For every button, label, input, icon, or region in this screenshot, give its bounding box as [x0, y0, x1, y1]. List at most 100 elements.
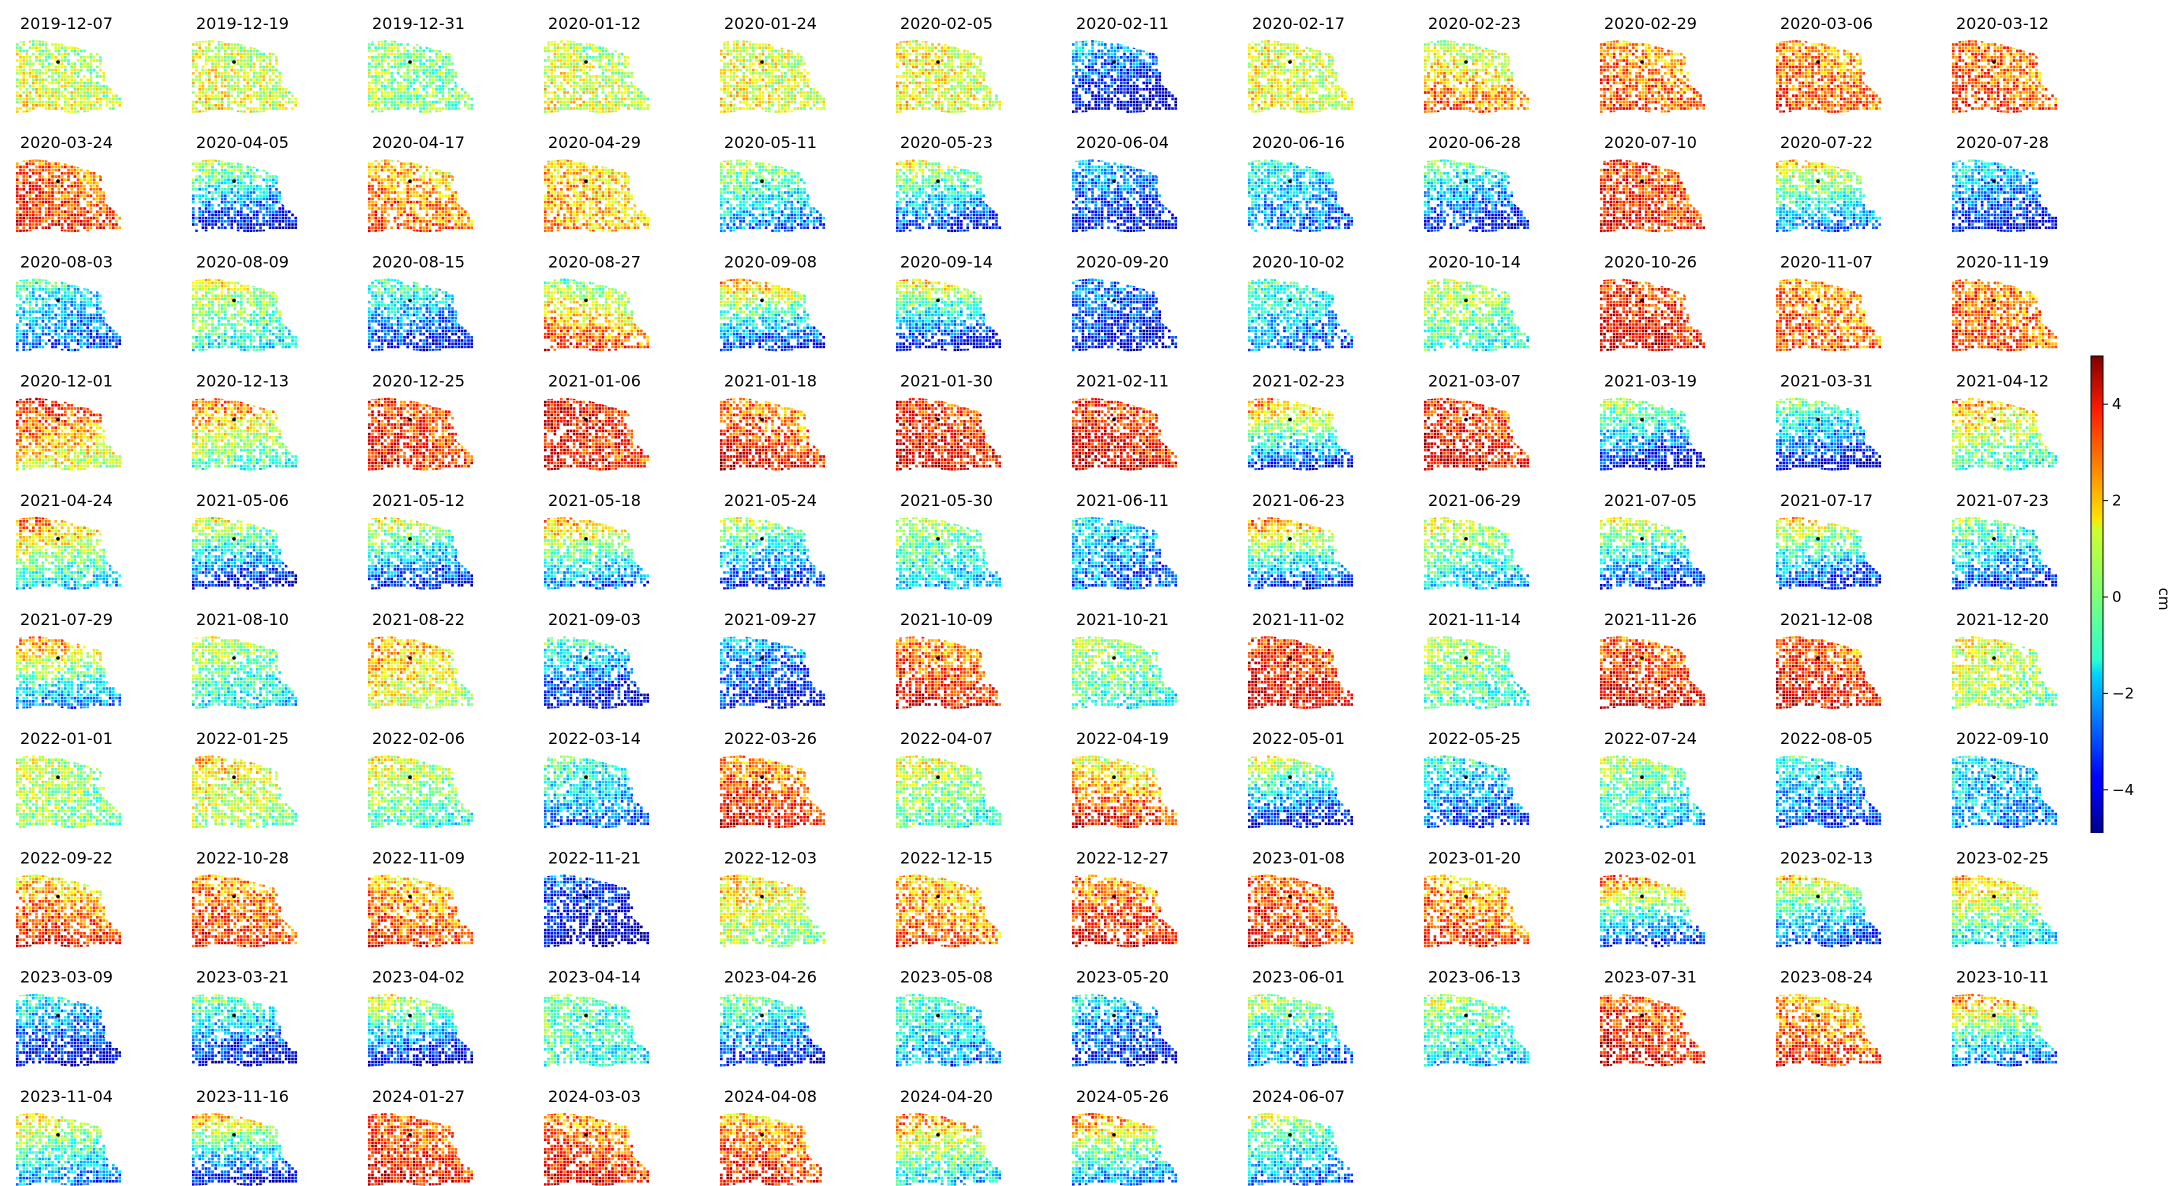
panel-2023-04-02: 2023-04-02	[368, 968, 474, 1067]
panel-title: 2019-12-07	[20, 14, 113, 33]
reference-point	[760, 1133, 764, 1137]
displacement-map	[544, 516, 650, 590]
displacement-map	[544, 40, 650, 113]
panel-title: 2021-06-29	[1428, 491, 1521, 510]
reference-point	[1992, 298, 1996, 303]
reference-point	[232, 60, 236, 64]
reference-point	[936, 179, 940, 183]
panel-title: 2020-12-25	[372, 372, 465, 391]
panel-title: 2020-12-13	[196, 372, 289, 391]
panel-title: 2020-12-01	[20, 372, 113, 391]
panel-title: 2024-01-27	[372, 1087, 465, 1106]
panel-title: 2020-09-14	[900, 252, 993, 271]
reference-point	[936, 1013, 940, 1018]
displacement-map	[368, 516, 474, 590]
reference-point	[936, 60, 940, 64]
panel-2020-09-14: 2020-09-14	[896, 252, 1002, 352]
panel-2020-12-13: 2020-12-13	[192, 372, 298, 471]
reference-point	[1816, 179, 1820, 183]
displacement-map	[1600, 159, 1706, 233]
panel-2022-07-24: 2022-07-24	[1600, 729, 1706, 829]
reference-point	[408, 417, 412, 422]
panel-2021-11-14: 2021-11-14	[1424, 610, 1530, 709]
panel-title: 2020-02-11	[1076, 14, 1169, 33]
panel-title: 2021-03-07	[1428, 372, 1521, 391]
reference-point	[1288, 179, 1292, 183]
displacement-map	[1776, 159, 1882, 233]
displacement-map	[1952, 397, 2058, 471]
panel-2021-08-22: 2021-08-22	[368, 610, 474, 709]
panel-2023-03-09: 2023-03-09	[16, 968, 122, 1067]
colorbar-tick-label: 4	[2112, 395, 2122, 413]
panel-2020-01-12: 2020-01-12	[544, 14, 650, 113]
colorbar-label: cm	[2155, 588, 2173, 611]
panel-2023-06-13: 2023-06-13	[1424, 968, 1530, 1067]
displacement-map	[544, 636, 650, 709]
panel-title: 2021-08-22	[372, 610, 465, 629]
reference-point	[936, 298, 940, 303]
panel-title: 2020-10-14	[1428, 252, 1521, 271]
panel-2021-08-10: 2021-08-10	[192, 610, 298, 709]
panel-2020-12-25: 2020-12-25	[368, 372, 474, 471]
panel-2020-06-16: 2020-06-16	[1248, 133, 1354, 233]
panel-2020-05-23: 2020-05-23	[896, 133, 1002, 233]
panel-2020-11-19: 2020-11-19	[1952, 252, 2058, 352]
displacement-map	[720, 1112, 822, 1186]
panel-title: 2024-03-03	[548, 1087, 641, 1106]
reference-point	[760, 298, 764, 303]
panel-title: 2020-07-28	[1956, 133, 2049, 152]
panel-title: 2022-09-22	[20, 848, 113, 867]
reference-point	[1816, 894, 1820, 899]
displacement-map	[192, 993, 298, 1067]
panel-2022-10-28: 2022-10-28	[192, 848, 298, 948]
reference-point	[1464, 894, 1468, 899]
reference-point	[408, 656, 412, 660]
reference-point	[1816, 298, 1820, 303]
displacement-map	[1424, 278, 1530, 352]
panel-title: 2022-05-25	[1428, 729, 1521, 748]
panel-title: 2020-02-05	[900, 14, 993, 33]
panel-title: 2020-11-19	[1956, 252, 2049, 271]
displacement-map	[1424, 993, 1530, 1067]
panel-2021-03-19: 2021-03-19	[1600, 372, 1706, 471]
displacement-map	[1600, 516, 1706, 590]
reference-point	[56, 1013, 60, 1018]
panel-2022-09-22: 2022-09-22	[16, 848, 122, 948]
panel-title: 2021-11-02	[1252, 610, 1345, 629]
panel-title: 2021-05-06	[196, 491, 289, 510]
displacement-map	[1424, 636, 1530, 709]
panel-title: 2023-02-01	[1604, 848, 1697, 867]
reference-point	[760, 775, 764, 779]
reference-point	[408, 894, 412, 899]
panel-title: 2021-05-24	[724, 491, 817, 510]
panel-2023-11-16: 2023-11-16	[192, 1087, 298, 1186]
displacement-map	[544, 755, 650, 829]
panel-title: 2022-03-26	[724, 729, 817, 748]
panel-2023-08-24: 2023-08-24	[1776, 968, 1882, 1067]
panel-title: 2021-01-18	[724, 372, 817, 391]
panel-title: 2022-09-10	[1956, 729, 2049, 748]
reference-point	[1464, 179, 1468, 183]
panel-title: 2021-02-11	[1076, 372, 1169, 391]
panel-title: 2023-11-16	[196, 1087, 289, 1106]
displacement-map	[1072, 874, 1178, 948]
panel-2024-05-26: 2024-05-26	[1072, 1087, 1178, 1186]
reference-point	[760, 894, 764, 899]
panel-2021-07-29: 2021-07-29	[16, 610, 122, 709]
panel-title: 2021-07-05	[1604, 491, 1697, 510]
panel-2020-08-15: 2020-08-15	[368, 252, 474, 352]
displacement-map	[192, 159, 298, 233]
panel-title: 2024-06-07	[1252, 1087, 1345, 1106]
panel-2020-02-05: 2020-02-05	[896, 14, 1002, 113]
displacement-map	[544, 159, 650, 233]
reference-point	[760, 537, 764, 541]
displacement-map	[544, 397, 650, 471]
displacement-map	[1072, 278, 1178, 352]
panel-2020-08-03: 2020-08-03	[16, 252, 122, 352]
displacement-map	[1952, 159, 2058, 233]
panel-2021-11-02: 2021-11-02	[1248, 610, 1354, 709]
panel-title: 2024-05-26	[1076, 1087, 1169, 1106]
reference-point	[1992, 537, 1996, 541]
displacement-map	[544, 993, 650, 1067]
